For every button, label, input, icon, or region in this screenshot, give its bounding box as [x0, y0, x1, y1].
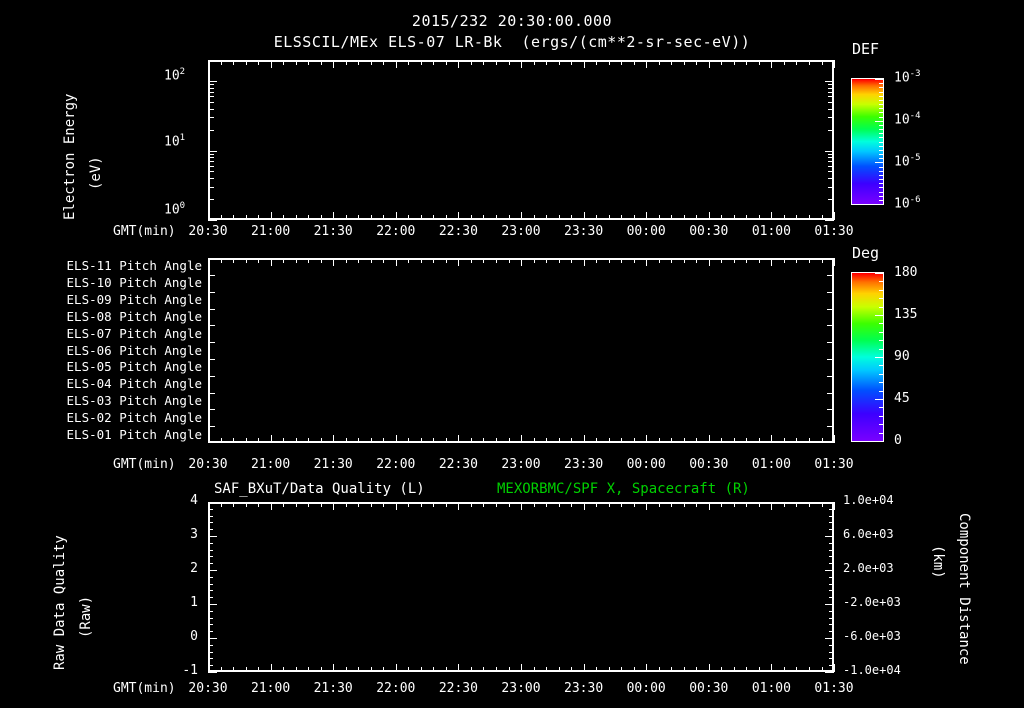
bottom-ylabel-right: Component Distance (km) — [930, 505, 978, 675]
def-colorbar-label-3: 10-3 — [894, 69, 921, 86]
xtick-label-2330: 23:30 — [564, 224, 604, 239]
xtick-label-2130: 21:30 — [313, 457, 353, 472]
xtick-label-0100: 01:00 — [751, 224, 791, 239]
pitch-row-label-els-05: ELS-05 Pitch Angle — [66, 359, 202, 375]
bottom-ylabel-left-line1: Raw Data Quality — [52, 535, 68, 670]
pitch-row-label-els-06: ELS-06 Pitch Angle — [66, 342, 202, 358]
deg-colorbar-label-180: 180 — [894, 265, 918, 280]
xtick-label-2230: 22:30 — [438, 457, 478, 472]
bottom-ytick-left-neg1: -1 — [182, 663, 198, 678]
xtick-label-0100: 01:00 — [751, 457, 791, 472]
bottom-ytick-left-1: 1 — [190, 595, 198, 610]
xtick-label-2300: 23:00 — [501, 457, 541, 472]
bottom-ytick-right-1: 6.0e+03 — [843, 527, 894, 541]
xtick-label-2130: 21:30 — [313, 681, 353, 696]
xtick-label-2030: 20:30 — [188, 224, 228, 239]
bottom-ytick-right-2: 2.0e+03 — [843, 561, 894, 575]
deg-colorbar-label-0: 0 — [894, 433, 902, 448]
deg-colorbar-label-45: 45 — [894, 391, 910, 406]
xtick-label-2200: 22:00 — [376, 224, 416, 239]
pitch-xaxis-prefix: GMT(min) — [113, 457, 176, 472]
bottom-ytick-left-3: 3 — [190, 527, 198, 542]
xtick-label-0130: 01:30 — [814, 224, 854, 239]
energy-ytick-1: 101 — [164, 133, 186, 150]
bottom-ytick-right-3: -2.0e+03 — [843, 595, 901, 609]
energy-ylabel-line2: (eV) — [88, 156, 104, 190]
xtick-label-2230: 22:30 — [438, 681, 478, 696]
deg-colorbar-label-90: 90 — [894, 349, 910, 364]
xtick-label-2030: 20:30 — [188, 681, 228, 696]
xtick-label-2230: 22:30 — [438, 224, 478, 239]
xtick-label-2200: 22:00 — [376, 681, 416, 696]
xtick-label-0030: 00:30 — [689, 457, 729, 472]
def-colorbar-label-5: 10-5 — [894, 153, 921, 170]
xtick-label-2330: 23:30 — [564, 457, 604, 472]
deg-colorbar-title: Deg — [852, 244, 880, 262]
xtick-label-0000: 00:00 — [626, 224, 666, 239]
pitch-row-label-els-01: ELS-01 Pitch Angle — [66, 426, 202, 442]
energy-ylabel-line1: Electron Energy — [62, 93, 78, 220]
bottom-legend-right: MEXORBMC/SPF X, Spacecraft (R) — [497, 481, 750, 497]
xtick-label-0130: 01:30 — [814, 681, 854, 696]
timeseries-canvas — [208, 502, 834, 672]
page-title-timestamp: 2015/232 20:30:00.000 — [411, 12, 613, 30]
pitch-row-label-els-10: ELS-10 Pitch Angle — [66, 275, 202, 291]
xtick-label-2100: 21:00 — [251, 224, 291, 239]
bottom-ytick-left-4: 4 — [190, 493, 198, 508]
xtick-label-2030: 20:30 — [188, 457, 228, 472]
xtick-label-0030: 00:30 — [689, 224, 729, 239]
page-subtitle: ELSSCIL/MEx ELS-07 LR-Bk (ergs/(cm**2-sr… — [273, 33, 751, 51]
pitch-row-label-els-03: ELS-03 Pitch Angle — [66, 393, 202, 408]
bottom-ylabel-right-line1: Component Distance — [956, 513, 972, 665]
xtick-label-2100: 21:00 — [251, 681, 291, 696]
xtick-label-0000: 00:00 — [626, 457, 666, 472]
xtick-label-0000: 00:00 — [626, 681, 666, 696]
bottom-ytick-left-2: 2 — [190, 561, 198, 576]
xtick-label-2130: 21:30 — [313, 224, 353, 239]
bottom-legend-left: SAF_BXuT/Data Quality (L) — [214, 481, 425, 497]
xtick-label-0130: 01:30 — [814, 457, 854, 472]
energy-ylabel: Electron Energy (eV) — [46, 62, 104, 222]
bottom-ylabel-left-line2: (Raw) — [78, 595, 94, 638]
energy-spectrogram-canvas — [208, 60, 834, 220]
pitch-row-label-els-09: ELS-09 Pitch Angle — [66, 292, 202, 307]
pitch-row-label-els-08: ELS-08 Pitch Angle — [66, 308, 202, 324]
energy-ytick-0: 100 — [164, 201, 186, 218]
bottom-ytick-right-0: 1.0e+04 — [843, 493, 894, 507]
xtick-label-2300: 23:00 — [501, 224, 541, 239]
bottom-ytick-right-4: -6.0e+03 — [843, 629, 901, 643]
pitch-row-label-els-11: ELS-11 Pitch Angle — [66, 258, 202, 274]
xtick-label-2300: 23:00 — [501, 681, 541, 696]
pitch-row-label-els-07: ELS-07 Pitch Angle — [66, 325, 202, 341]
pitch-angle-panel — [208, 258, 834, 443]
pitch-angle-canvas — [208, 258, 834, 443]
def-colorbar-title: DEF — [852, 40, 880, 58]
bottom-ylabel-left: Raw Data Quality (Raw) — [34, 505, 94, 675]
bottom-ytick-right-5: -1.0e+04 — [843, 663, 901, 677]
bottom-xaxis-prefix: GMT(min) — [113, 681, 176, 696]
pitch-row-label-els-02: ELS-02 Pitch Angle — [66, 409, 202, 425]
deg-colorbar-label-135: 135 — [894, 307, 918, 322]
pitch-row-label-els-04: ELS-04 Pitch Angle — [66, 376, 202, 392]
def-colorbar-label-4: 10-4 — [894, 111, 921, 128]
timeseries-panel — [208, 502, 834, 672]
energy-spectrogram-panel — [208, 60, 834, 220]
energy-ytick-2: 102 — [164, 67, 186, 84]
xtick-label-2200: 22:00 — [376, 457, 416, 472]
xtick-label-2330: 23:30 — [564, 681, 604, 696]
def-colorbar-label-6: 10-6 — [894, 195, 921, 212]
def-colorbar — [851, 78, 884, 205]
energy-xaxis-prefix: GMT(min) — [113, 224, 176, 239]
xtick-label-2100: 21:00 — [251, 457, 291, 472]
bottom-ytick-left-0: 0 — [190, 629, 198, 644]
xtick-label-0030: 00:30 — [689, 681, 729, 696]
xtick-label-0100: 01:00 — [751, 681, 791, 696]
